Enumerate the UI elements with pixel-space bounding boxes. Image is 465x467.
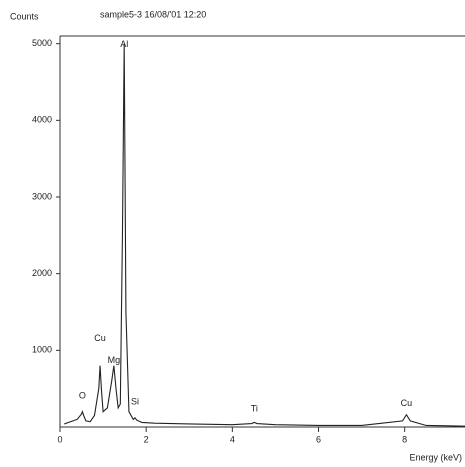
x-tick-label: 6	[316, 434, 321, 444]
peak-label: Al	[120, 39, 128, 49]
y-tick-label: 4000	[32, 115, 52, 125]
y-axis-label: Counts	[10, 11, 39, 21]
x-axis-label: Energy (keV)	[409, 452, 462, 462]
y-tick-label: 5000	[32, 38, 52, 48]
y-tick-label: 3000	[32, 191, 52, 201]
peak-label: O	[79, 390, 86, 400]
x-tick-label: 8	[402, 434, 407, 444]
x-tick-label: 0	[57, 434, 62, 444]
x-tick-label: 2	[144, 434, 149, 444]
peak-label: Ti	[251, 403, 258, 413]
peak-label: Si	[131, 397, 139, 407]
peak-label: Cu	[94, 333, 106, 343]
chart-title: sample5-3 16/08/'01 12:20	[100, 9, 206, 19]
y-tick-label: 1000	[32, 345, 52, 355]
peak-label: Cu	[401, 398, 413, 408]
y-tick-label: 2000	[32, 268, 52, 278]
x-tick-label: 4	[230, 434, 235, 444]
peak-label: Mg	[108, 355, 121, 365]
spectrum-line	[64, 43, 465, 427]
